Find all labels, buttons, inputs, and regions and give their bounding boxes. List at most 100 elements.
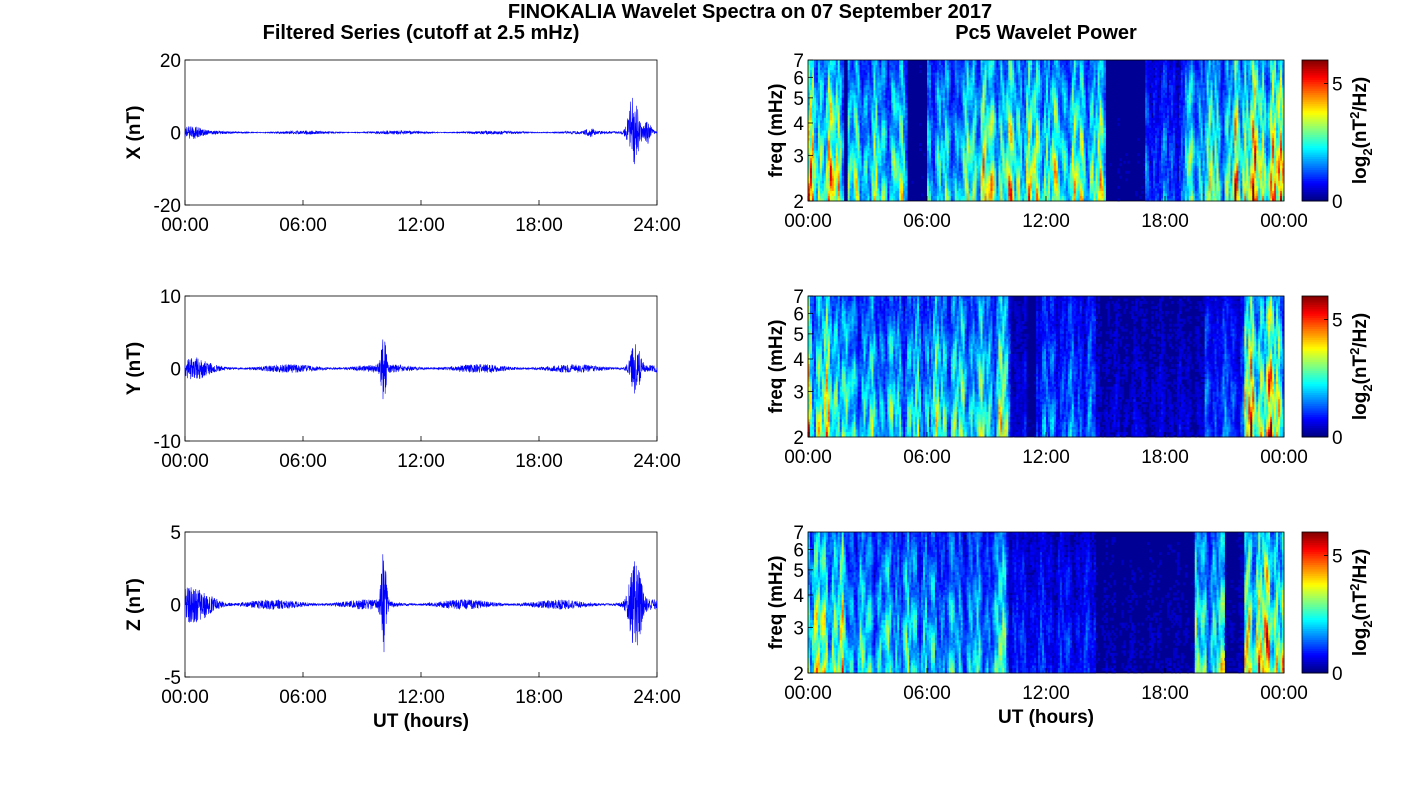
heatmap-cell [873,135,876,139]
heatmap-cell [847,60,851,63]
heatmap-cell [871,140,874,144]
heatmap-cell [863,72,866,76]
heatmap-cell [851,183,855,187]
heatmap-cell [859,117,862,121]
heatmap-cell [851,115,855,119]
heatmap-cell [905,107,908,111]
heatmap-cell [825,120,829,124]
x-tick-label: 12:00 [397,215,445,236]
heatmap-cell [841,65,845,68]
heatmap-cell [875,135,878,139]
heatmap-cell [813,190,817,194]
heatmap-cell [839,180,843,184]
heatmap-cell [813,175,817,179]
heatmap-cell [839,148,843,152]
heatmap-cell [871,158,874,162]
heatmap-cell [873,122,876,126]
heatmap-cell [809,133,813,136]
heatmap-cell [831,100,835,104]
heatmap-cell [821,82,825,86]
heatmap-cell [867,107,870,111]
heatmap-cell [867,127,870,131]
heatmap-cell [865,168,868,172]
heatmap-cell [863,183,866,187]
heatmap-cell [833,70,837,73]
heatmap-cell [817,120,821,124]
heatmap-cell [905,163,908,167]
heatmap-cell [851,62,855,66]
heatmap-cell [841,62,845,66]
heatmap-cell [871,178,874,182]
heatmap-cell [837,102,841,106]
heatmap-cell [809,173,813,177]
heatmap-cell [839,107,843,111]
heatmap-cell [827,163,831,167]
heatmap-cell [905,150,908,154]
heatmap-cell [851,165,855,169]
heatmap-cell [853,125,856,129]
heatmap-cell [819,80,823,84]
heatmap-cell [865,127,868,131]
heatmap-cell [819,133,823,136]
heatmap-cell [821,170,825,174]
heatmap-cell [811,107,815,111]
heatmap-cell [821,127,825,131]
heatmap-cell [839,140,843,144]
heatmap-cell [867,112,870,116]
heatmap-cell [865,190,868,194]
heatmap-cell [808,173,811,177]
heatmap-cell [839,175,843,179]
heatmap-cell [869,77,872,81]
heatmap-cell [809,100,813,104]
heatmap-cell [861,178,864,182]
heatmap-cell [811,90,815,94]
heatmap-cell [863,110,866,114]
heatmap-cell [817,163,821,167]
heatmap-cell [855,75,858,79]
heatmap-cell [861,168,864,172]
heatmap-cell [837,125,841,129]
heatmap-cell [871,67,874,71]
heatmap-cell [869,153,872,157]
heatmap-cell [851,170,855,174]
heatmap-cell [861,75,864,79]
heatmap-cell [808,178,811,182]
x-tick-label: 12:00 [397,687,445,708]
heatmap-cell [871,135,874,139]
heatmap-cell [861,190,864,194]
heatmap-cell [871,165,874,169]
heatmap-cell [865,195,868,199]
heatmap-cell [823,112,827,116]
heatmap-cell [863,82,866,86]
heatmap-cell [837,190,841,194]
heatmap-cell [849,82,853,86]
heatmap-cell [865,145,868,149]
heatmap-cell [829,160,833,164]
heatmap-cell [839,120,843,124]
heatmap-cell [865,62,868,66]
heatmap-cell [861,115,864,119]
heatmap-cell [839,112,843,116]
heatmap-cell [831,85,835,89]
heatmap-cell [815,133,819,136]
heatmap-cell [849,62,853,66]
heatmap-cell [819,77,823,81]
heatmap-cell [847,130,851,134]
heatmap-cell [825,160,829,164]
heatmap-cell [861,100,864,104]
heatmap-cell [873,170,876,174]
heatmap-cell [835,110,839,114]
heatmap-cell [839,100,843,104]
heatmap-cell [821,163,825,167]
heatmap-cell [851,120,855,124]
heatmap-cell [817,138,821,141]
heatmap-cell [863,127,866,131]
heatmap-cell [825,158,829,162]
heatmap-cell [837,120,841,124]
heatmap-cell [863,120,866,124]
heatmap-cell [825,80,829,84]
heatmap-cell [808,198,811,202]
heatmap-cell [873,163,876,167]
heatmap-cell [808,117,811,121]
heatmap-cell [857,133,860,136]
